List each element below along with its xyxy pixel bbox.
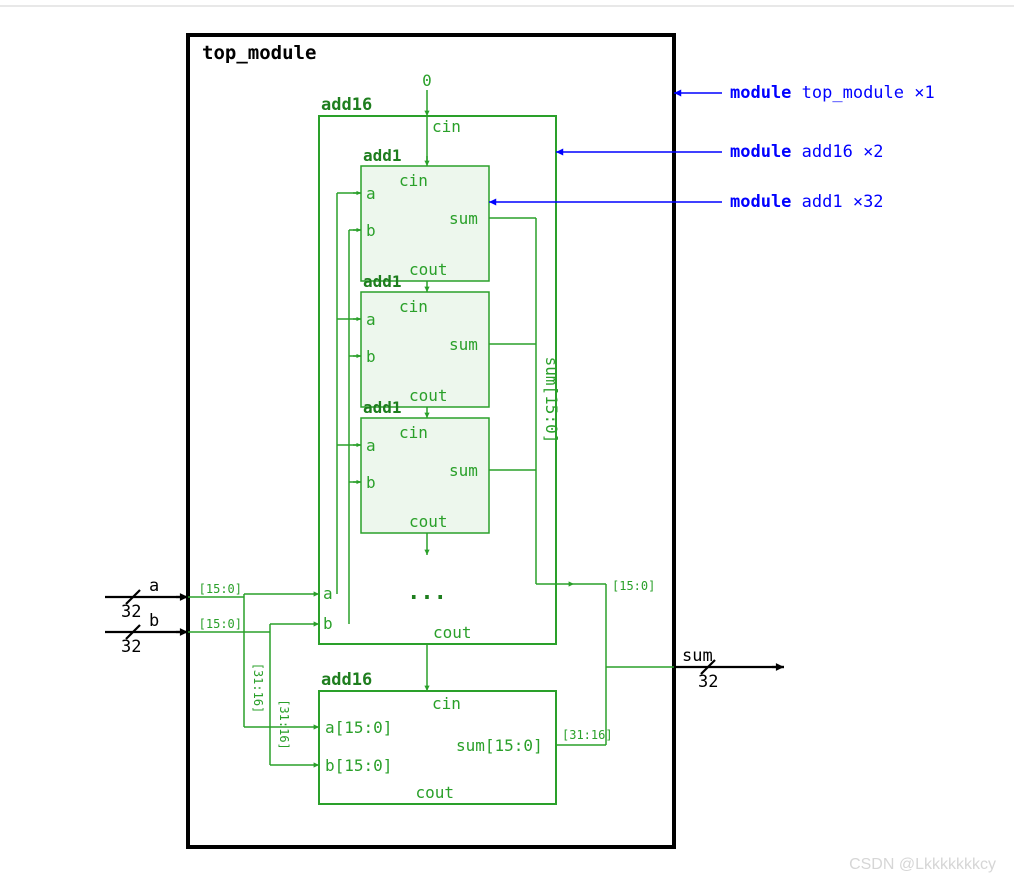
svg-text:a: a: [366, 436, 376, 455]
svg-text:b: b: [366, 473, 376, 492]
upper-a-port: a: [323, 584, 333, 603]
svg-text:cout: cout: [416, 783, 455, 802]
add1-0-title: add1: [363, 146, 402, 165]
svg-text:[15:0]: [15:0]: [199, 582, 242, 596]
cin-zero-label: 0: [422, 71, 432, 90]
add1-2-title: add1: [363, 398, 402, 417]
svg-text:a: a: [366, 184, 376, 203]
ext-b-width: 32: [121, 637, 141, 657]
ext-a-label: a: [149, 576, 159, 596]
svg-text:cin: cin: [399, 423, 428, 442]
svg-text:a: a: [366, 310, 376, 329]
ext-b-label: b: [149, 611, 159, 631]
add1-1-title: add1: [363, 272, 402, 291]
svg-text:sum: sum: [449, 209, 478, 228]
add16-upper-title: add16: [321, 95, 372, 115]
svg-text:[31:16]: [31:16]: [562, 728, 613, 742]
annotation-0: module top_module ×1: [730, 83, 935, 103]
svg-text:sum: sum: [449, 461, 478, 480]
annotation-2: module add1 ×32: [730, 192, 884, 212]
upper-cin-port: cin: [432, 117, 461, 136]
svg-text:b[15:0]: b[15:0]: [325, 756, 392, 775]
svg-text:b: b: [366, 221, 376, 240]
svg-text:cin: cin: [399, 297, 428, 316]
svg-text:...: ...: [407, 580, 447, 605]
svg-text:cout: cout: [409, 386, 448, 405]
ext-a-width: 32: [121, 602, 141, 622]
svg-text:[15:0]: [15:0]: [612, 579, 655, 593]
svg-text:a[15:0]: a[15:0]: [325, 718, 392, 737]
top-module-title: top_module: [202, 42, 316, 64]
svg-text:[31:16]: [31:16]: [251, 663, 265, 714]
svg-text:cin: cin: [432, 694, 461, 713]
upper-b-port: b: [323, 614, 333, 633]
svg-text:sum: sum: [449, 335, 478, 354]
upper-sum-bus-label: sum[15:0]: [542, 357, 561, 444]
diagram-svg: top_moduleadd160cinabsum[15:0]add1cinabs…: [0, 0, 1014, 888]
svg-text:cin: cin: [399, 171, 428, 190]
svg-text:cout: cout: [409, 260, 448, 279]
svg-text:cout: cout: [409, 512, 448, 531]
ext-sum-width: 32: [698, 672, 718, 692]
svg-text:sum[15:0]: sum[15:0]: [456, 736, 543, 755]
add16-lower-title: add16: [321, 670, 372, 690]
svg-text:b: b: [366, 347, 376, 366]
upper-cout-port: cout: [433, 623, 472, 642]
annotation-1: module add16 ×2: [730, 142, 884, 162]
ext-sum-label: sum: [682, 646, 713, 666]
watermark-text: CSDN @Lkkkkkkkcy: [849, 856, 996, 874]
svg-text:[31:16]: [31:16]: [277, 699, 291, 750]
svg-text:[15:0]: [15:0]: [199, 617, 242, 631]
